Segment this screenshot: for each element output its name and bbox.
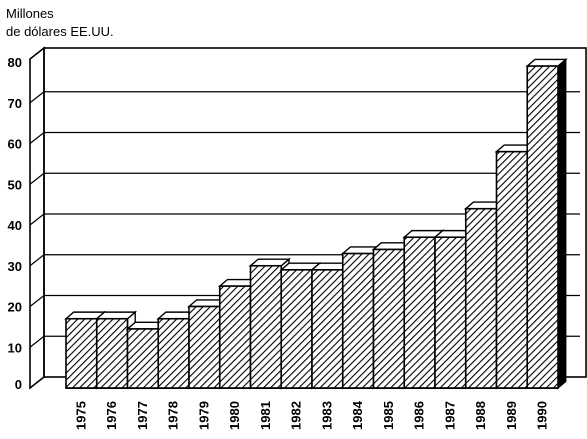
x-tick-label: 1980 bbox=[227, 401, 242, 430]
y-tick-label: 40 bbox=[8, 218, 22, 233]
bar bbox=[433, 229, 476, 390]
x-tick-label: 1989 bbox=[504, 401, 519, 430]
bar-front bbox=[249, 264, 283, 389]
gridline-wall bbox=[29, 254, 45, 267]
x-tick-label: 1983 bbox=[319, 401, 334, 430]
bar-front bbox=[434, 236, 467, 389]
bar-front bbox=[311, 269, 344, 389]
x-tick-label: 1977 bbox=[135, 401, 150, 430]
bar-front bbox=[372, 248, 406, 389]
x-tick-label: 1978 bbox=[166, 401, 181, 430]
x-tick-label: 1984 bbox=[350, 400, 365, 430]
x-tick-label: 1986 bbox=[412, 401, 427, 430]
bars bbox=[64, 57, 568, 390]
y-axis-ticks: 80 70 60 50 40 30 20 10 0 bbox=[8, 55, 22, 392]
bar-side bbox=[557, 57, 567, 390]
bar-front bbox=[341, 252, 375, 389]
x-tick-label: 1985 bbox=[381, 401, 396, 430]
bar-front bbox=[280, 269, 313, 389]
bar-front bbox=[157, 317, 190, 389]
bar-front bbox=[495, 150, 529, 389]
bar-front bbox=[65, 317, 98, 389]
bar-front bbox=[403, 236, 436, 389]
bar-front bbox=[526, 65, 559, 389]
y-axis-label-line-1: Millones bbox=[6, 6, 54, 21]
bar bbox=[525, 57, 568, 390]
x-tick-label: 1979 bbox=[196, 401, 211, 430]
x-tick-label: 1976 bbox=[104, 401, 119, 430]
y-tick-label: 50 bbox=[8, 177, 22, 192]
x-tick-label: 1988 bbox=[473, 401, 488, 430]
bar-front bbox=[464, 207, 498, 389]
gridline-wall bbox=[29, 295, 45, 307]
bar-front bbox=[126, 328, 160, 389]
gridline-wall bbox=[29, 172, 45, 185]
bar-front bbox=[218, 285, 252, 389]
bar-front bbox=[95, 317, 129, 389]
y-tick-label: 70 bbox=[8, 96, 22, 111]
y-tick-label: 20 bbox=[8, 300, 22, 315]
bar-top bbox=[248, 258, 291, 267]
x-tick-label: 1981 bbox=[258, 401, 273, 430]
x-tick-label: 1987 bbox=[442, 401, 457, 430]
gridline-wall bbox=[29, 335, 45, 348]
x-tick-label: 1982 bbox=[289, 401, 304, 430]
y-tick-label: 80 bbox=[8, 55, 22, 70]
gridline-wall bbox=[29, 132, 45, 144]
bar-top bbox=[94, 311, 138, 320]
y-axis-label-line-2: de dólares EE.UU. bbox=[6, 24, 114, 39]
x-tick-label: 1990 bbox=[535, 401, 550, 430]
y-tick-label: 30 bbox=[8, 259, 22, 274]
gridline-wall bbox=[29, 213, 45, 226]
x-tick-label: 1975 bbox=[73, 401, 88, 430]
gridline-wall bbox=[29, 91, 45, 104]
y-tick-label: 0 bbox=[15, 377, 22, 392]
y-tick-label: 60 bbox=[8, 137, 22, 152]
bar-front bbox=[188, 305, 221, 389]
frame-left-wall bbox=[29, 46, 45, 390]
y-tick-label: 10 bbox=[8, 340, 22, 355]
bar-top bbox=[525, 58, 568, 67]
x-axis-ticks: 1975 1976 1977 1978 1979 1980 1981 1982 1983 1984… bbox=[73, 400, 549, 430]
